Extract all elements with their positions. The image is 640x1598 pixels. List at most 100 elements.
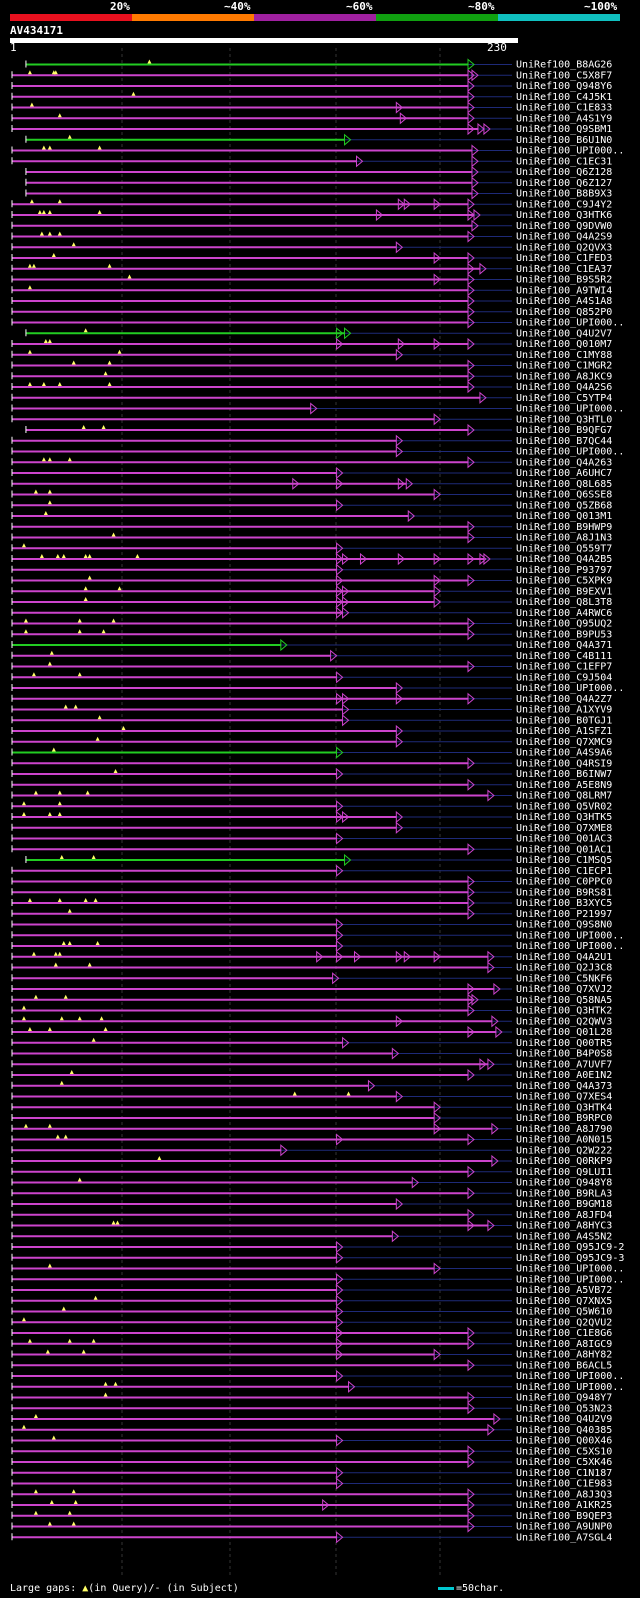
query-gap-marker [346,1091,351,1096]
scale-label-20: 20% [110,0,130,13]
query-gap-marker [107,360,112,365]
hit-arrow-marker [395,821,404,834]
hit-arrow-marker [336,800,344,813]
hit-arrow-marker [397,552,406,566]
hit-arrow-marker [433,585,441,598]
query-gap-icon: ▲ [82,1583,89,1594]
query-gap-marker [91,1338,96,1343]
query-gap-marker [67,908,72,913]
query-gap-marker [41,457,46,462]
hit-arrow-marker [467,1445,475,1458]
hit-label: UniRef100_B4P0S8 [516,1049,612,1060]
query-gap-marker [157,1156,162,1160]
hit-arrow-marker [467,423,475,437]
query-gap-marker [21,543,26,548]
hit-arrow-marker [467,359,475,372]
query-gap-marker [71,1489,76,1494]
hit-arrow-marker [467,896,475,910]
hit-label: UniRef100_Q3HTK6 [516,210,612,221]
query-gap-marker [53,951,58,956]
query-gap-marker [47,145,52,150]
hit-label: UniRef100_B9GM18 [516,1199,612,1210]
query-gap-marker [77,672,82,677]
query-gap-marker [23,629,28,634]
hit-label: UniRef100_Q4A2B5 [516,554,612,565]
hit-label: UniRef100_A8JKC9 [516,371,612,382]
hit-label: UniRef100_C5NKF6 [516,973,612,984]
hit-arrow-marker [336,692,344,705]
hit-label: UniRef100_Q7XME8 [516,823,612,834]
hit-arrow-marker [375,208,384,222]
hit-arrow-marker [487,1423,495,1436]
query-gap-marker [115,1220,120,1225]
hit-label: UniRef100_Q8LRM7 [516,791,612,802]
hit-arrow-marker [342,585,350,598]
hit-arrow-marker [310,402,318,415]
hit-arrow-marker [336,1240,344,1254]
query-title: AV434171 [10,24,63,37]
hit-label: UniRef100_A0N015 [516,1135,612,1146]
hit-arrow-marker [336,585,344,598]
hit-label: UniRef100_Q4U2V9 [516,1414,612,1425]
query-gap-marker [21,812,26,816]
hit-arrow-marker [471,144,479,157]
hit-arrow-marker [487,1058,495,1071]
hit-arrow-marker [395,950,404,963]
hit-label: UniRef100_B9RS81 [516,887,612,898]
hit-arrow-marker [336,563,344,576]
query-gap-marker [103,1027,108,1031]
query-gap-marker [53,70,58,75]
hit-arrow-marker [433,413,441,426]
hit-label: UniRef100_UPI000.. [516,1371,624,1382]
query-gap-marker [27,285,32,290]
hit-label: UniRef100_C1MGR2 [516,361,612,372]
hit-label: UniRef100_A4S1A8 [516,296,612,307]
hit-label: UniRef100_B8AG26 [516,60,612,71]
hit-arrow-marker [467,982,475,996]
query-gap-marker [135,554,140,558]
scale-label-80: ~80% [468,0,495,13]
axis-end-label: 230 [487,41,507,54]
query-gap-marker [21,1005,26,1010]
hit-label: UniRef100_A4RWC6 [516,608,612,619]
hit-arrow-marker [467,875,475,888]
hit-arrow-marker [336,327,344,340]
hit-arrow-marker [280,638,288,652]
hit-arrow-marker [467,1455,475,1469]
query-gap-marker [95,941,100,945]
query-gap-marker [73,1500,78,1504]
hit-arrow-marker [467,208,475,222]
hit-arrow-marker [479,262,487,275]
query-gap-marker [73,704,78,709]
hit-label: UniRef100_B8B9X3 [516,189,612,200]
query-gap-marker [59,1080,64,1085]
hit-label: UniRef100_C1MY88 [516,350,612,361]
query-gap-marker [77,618,82,623]
query-gap-marker [107,382,112,386]
hit-arrow-marker [433,337,441,351]
hit-arrow-marker [336,1316,344,1329]
hit-arrow-marker [433,1111,441,1125]
hit-arrow-marker [336,337,344,351]
query-axis [10,38,518,43]
hit-arrow-marker [411,1176,420,1189]
hit-arrow-marker [344,853,352,867]
query-gap-marker [29,102,34,107]
hit-label: UniRef100_C1E8G6 [516,1328,612,1339]
hit-arrow-marker [336,606,344,619]
query-gap-marker [57,199,62,204]
hit-arrow-marker [471,165,479,179]
scale-label-40: ~40% [224,0,251,13]
hit-arrow-marker [336,1305,344,1318]
hit-arrow-marker [391,1230,400,1243]
hit-arrow-marker [336,466,344,480]
query-gap-marker [97,210,102,214]
hit-label: UniRef100_P93797 [516,565,612,576]
query-gap-marker [57,790,62,795]
hit-label: UniRef100_B9QEP3 [516,1511,612,1522]
hit-arrow-marker [433,950,441,963]
hit-label: UniRef100_Q2QVX3 [516,242,612,253]
hit-arrow-marker [336,918,344,931]
query-gap-marker [91,855,96,859]
hit-label: UniRef100_Q7XNX5 [516,1296,612,1307]
